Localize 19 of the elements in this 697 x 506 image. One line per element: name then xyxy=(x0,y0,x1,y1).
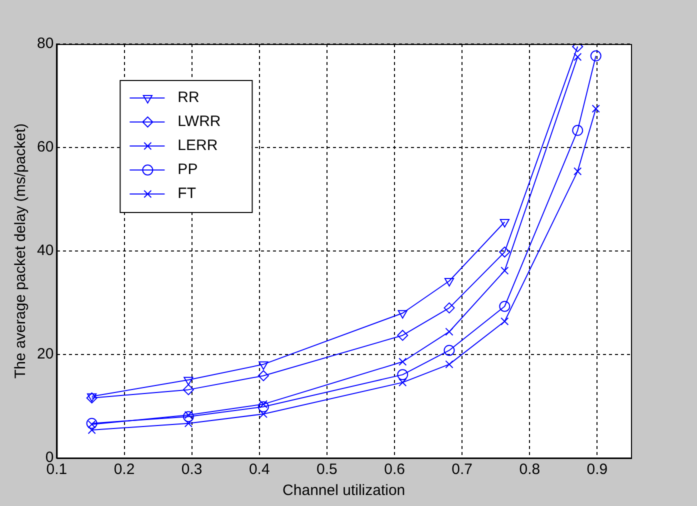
x-tick-label: 0.3 xyxy=(181,461,202,478)
x-tick-label: 0.5 xyxy=(316,461,338,478)
y-axis-title: The average packet delay (ms/packet) xyxy=(12,123,30,379)
y-tick-label: 60 xyxy=(36,138,54,156)
x-tick-label: 0.9 xyxy=(586,461,608,478)
y-tick-label: 80 xyxy=(36,35,54,52)
legend-label: PP xyxy=(178,161,198,178)
legend-label: FT xyxy=(178,185,196,202)
x-axis-title: Channel utilization xyxy=(282,482,406,500)
y-tick-label: 20 xyxy=(36,346,54,363)
x-tick-label: 0.6 xyxy=(384,461,405,478)
y-tick-label: 40 xyxy=(36,242,54,260)
x-tick-label: 0.7 xyxy=(452,461,473,478)
x-tick-label: 0.8 xyxy=(519,461,540,478)
legend-label: RR xyxy=(178,89,200,106)
legend-label: LWRR xyxy=(178,113,221,130)
x-tick-label: 0.2 xyxy=(114,461,135,478)
x-tick-label: 0.4 xyxy=(248,461,270,478)
legend-label: LERR xyxy=(178,137,218,154)
